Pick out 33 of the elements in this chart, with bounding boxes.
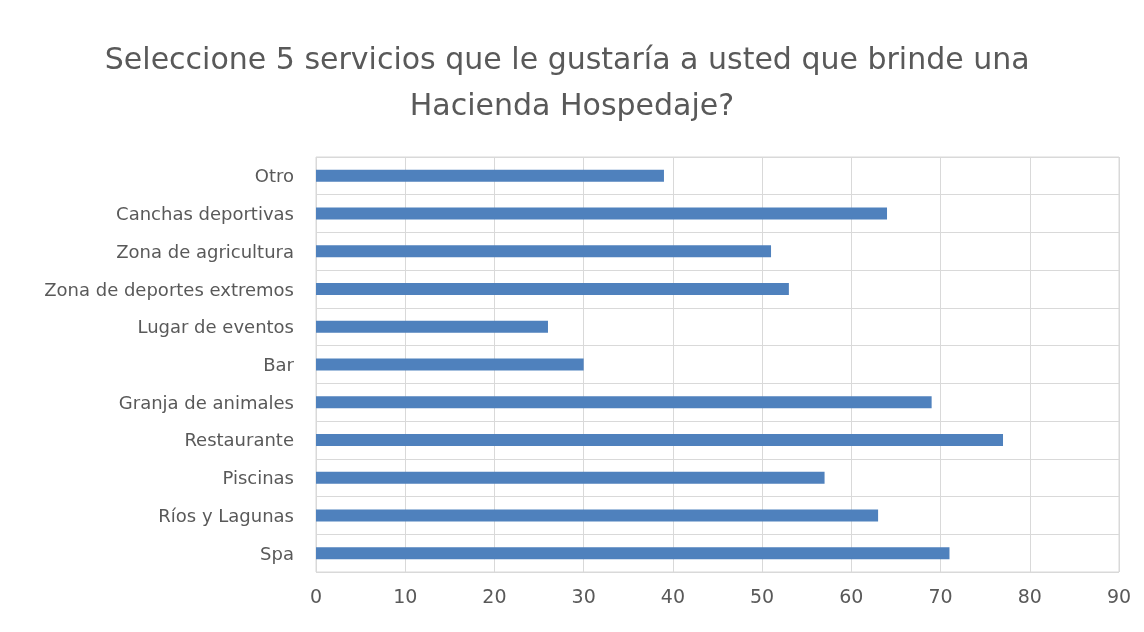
bar <box>316 547 950 560</box>
chart-title: Seleccione 5 servicios que le gustaría a usted que brinde una Hacienda Hospedaje? <box>104 40 1040 122</box>
y-tick-label: Ríos y Lagunas <box>158 504 294 526</box>
y-tick-label: Otro <box>254 165 294 187</box>
y-tick-label: Canchas deportivas <box>116 203 294 225</box>
x-tick-label: 40 <box>660 584 685 607</box>
x-tick-label: 70 <box>928 584 953 607</box>
y-tick-label: Zona de agricultura <box>116 240 294 262</box>
bar <box>316 320 548 333</box>
bar <box>316 509 879 522</box>
y-tick-label: Spa <box>260 542 294 564</box>
bar <box>316 471 825 484</box>
y-tick-label: Zona de deportes extremos <box>44 278 294 300</box>
y-tick-label: Lugar de eventos <box>137 316 294 338</box>
bar <box>316 283 789 296</box>
bar <box>316 433 1004 446</box>
y-tick-label: Bar <box>263 354 295 375</box>
x-tick-label: 90 <box>1106 584 1132 607</box>
y-tick-label: Piscinas <box>222 467 294 489</box>
x-tick-label: 50 <box>750 584 775 607</box>
bar <box>316 245 772 258</box>
bar <box>316 207 888 220</box>
x-tick-label: 60 <box>839 584 864 607</box>
x-tick-label: 0 <box>309 584 323 607</box>
bar <box>316 358 584 371</box>
bar <box>316 396 932 409</box>
bar <box>316 169 664 182</box>
x-tick-label: 30 <box>571 584 596 607</box>
y-tick-label: Granja de animales <box>118 391 294 413</box>
x-tick-label: 80 <box>1017 584 1042 607</box>
y-tick-label: Restaurante <box>184 429 294 451</box>
x-tick-label: 10 <box>393 584 418 607</box>
x-tick-label: 20 <box>482 584 507 607</box>
